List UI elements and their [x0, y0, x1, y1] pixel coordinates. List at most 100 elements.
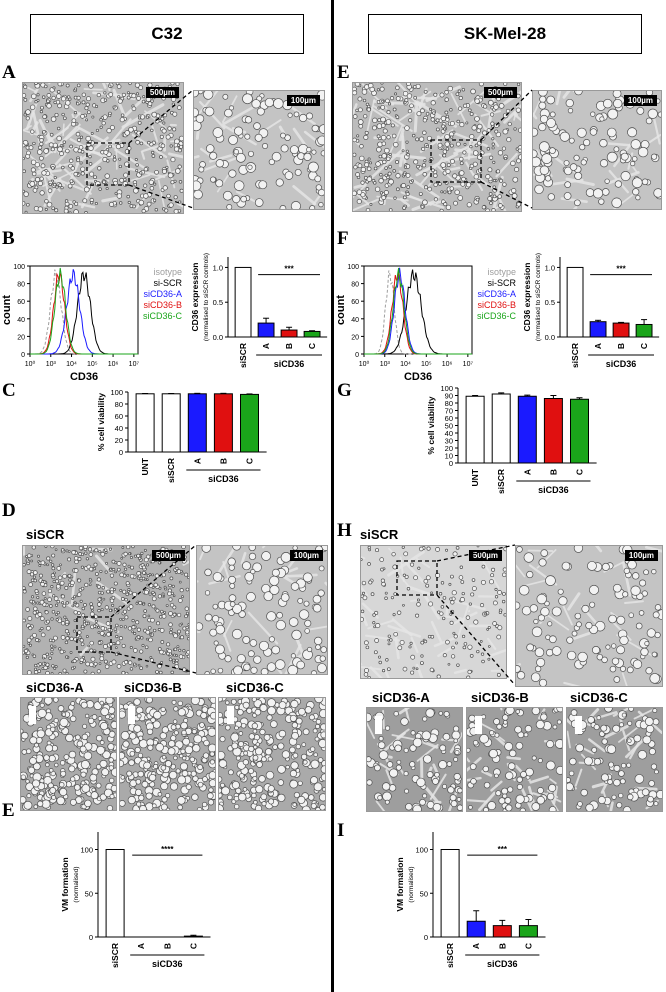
category-label: C [523, 943, 533, 949]
bar [105, 849, 125, 938]
scale-bar-label: 100µm [623, 95, 657, 106]
histogram-xlabel: CD36 [70, 371, 98, 380]
bar-chart-c32-viability: 0 20 40 60 80 100 % cell viability UNT siSCR A B Cs… [96, 388, 267, 484]
d-label-sicd36-a: siCD36-A [26, 680, 84, 695]
group-label: siCD36 [152, 959, 183, 969]
y-tick-label: 50 [85, 889, 93, 898]
y-tick-label: 30 [445, 437, 453, 446]
histogram-ylabel: count [335, 295, 347, 325]
legend-entry: siCD36-C [477, 311, 517, 321]
y-tick-label: 40 [17, 317, 25, 324]
x-tick-label: 10⁷ [129, 361, 140, 368]
y-axis-label: VM formation [395, 857, 405, 911]
histogram-frame [363, 265, 473, 355]
significance-label: **** [161, 845, 174, 854]
category-label: siSCR [445, 943, 455, 968]
histogram-skmel: 0 20 40 60 80 100 10⁰ 10³ 10⁴ 10⁵ 10⁶ 10⁷ count CD36 i… [335, 264, 517, 380]
legend-entry: siCD36-B [477, 300, 516, 310]
micrograph-c32-sicd36-a [20, 697, 117, 811]
bar [612, 322, 630, 338]
y-tick-label: 20 [17, 334, 25, 341]
y-axis-label-sub: (normalised) [73, 866, 80, 902]
bar [135, 393, 155, 453]
bar-chart-c32-vm: 0 50 100 VM formation (normalised) siSCR A B Csi… [60, 832, 211, 969]
y-tick-label: 80 [115, 400, 123, 409]
histogram-curve-1 [30, 269, 138, 355]
y-tick-label: 20 [351, 334, 359, 341]
category-label: UNT [140, 457, 150, 475]
y-axis-label: % cell viability [96, 393, 106, 451]
category-label: A [192, 458, 202, 464]
y-tick-label: 80 [351, 282, 359, 289]
micrograph-texture [197, 546, 327, 674]
y-tick-label: 40 [115, 424, 123, 433]
bar [589, 321, 607, 338]
micrograph-c32-d-zoom: 100µm [196, 545, 328, 675]
legend-entry: siCD36-A [143, 289, 182, 299]
h-panel-label-siscr: siSCR [360, 527, 399, 542]
y-tick-label: 100 [110, 388, 123, 397]
histogram-curve-2 [364, 269, 472, 355]
category-label: B [616, 343, 626, 349]
panel-letter-h: H [337, 520, 352, 541]
category-label: C [639, 343, 649, 349]
category-label: A [471, 943, 481, 949]
legend-entry: si-SCR [154, 278, 183, 288]
micrograph-skmel-sicd36-c [566, 707, 663, 812]
h-label-sicd36-a: siCD36-A [372, 690, 430, 705]
y-axis-label: VM formation [60, 857, 70, 911]
x-tick-label: 10⁶ [442, 361, 453, 368]
micrograph-texture [361, 546, 506, 678]
scale-bar [227, 706, 234, 724]
legend-entry: siCD36-A [477, 289, 516, 299]
scale-bar [29, 706, 36, 724]
h-label-sicd36-c: siCD36-C [570, 690, 628, 705]
micrograph-texture [219, 698, 325, 810]
group-label: siCD36 [487, 959, 518, 969]
scale-bar-label: 500µm [468, 550, 502, 561]
histogram-curve-2 [30, 271, 138, 355]
title-skmel28: SK-Mel-28 [368, 14, 642, 54]
panel-letter-e: E [337, 62, 350, 83]
scale-bar [475, 716, 482, 734]
histogram-plot: 0 20 40 60 80 100 10⁰ 10³ 10⁴ 10⁵ 10⁶ 10⁷ count CD36 i… [1, 264, 182, 380]
histogram-c32: 0 20 40 60 80 100 10⁰ 10³ 10⁴ 10⁵ 10⁶ 10⁷ count CD36 i… [1, 264, 182, 380]
d-label-sicd36-c: siCD36-C [226, 680, 284, 695]
histogram-curve-4 [364, 271, 472, 355]
x-tick-label: 10⁵ [421, 361, 432, 368]
y-tick-label: 1.0 [545, 263, 555, 272]
bar-chart-skmel-cd36: 0.0 0.5 1.0 CD36 expression (normalised to s… [522, 253, 660, 369]
category-label: C [188, 943, 198, 949]
x-tick-label: 10⁴ [66, 361, 77, 368]
y-axis-label: CD36 expression [522, 263, 532, 332]
micrograph-texture [120, 698, 215, 810]
y-tick-label: 0 [449, 459, 453, 468]
legend-entry: isotype [487, 267, 516, 277]
scale-bar-label: 500µm [145, 87, 179, 98]
bar [280, 329, 298, 338]
group-label: siCD36 [606, 359, 637, 369]
bar [517, 395, 537, 464]
bar-chart-plot: 0 20 40 60 80 100 % cell viability UNT siSCR A B Cs… [96, 388, 267, 484]
micrograph-texture [23, 83, 183, 213]
y-tick-label: 100 [415, 846, 428, 855]
micrograph-skmel-e-zoom: 100µm [532, 90, 662, 210]
y-axis-label-sub: (normalised to siSCR controls) [535, 253, 542, 341]
bar [570, 398, 589, 464]
y-tick-label: 40 [351, 317, 359, 324]
x-tick-label: 10⁶ [108, 361, 119, 368]
y-tick-label: 0.5 [213, 298, 223, 307]
x-tick-label: 10³ [380, 361, 391, 368]
y-tick-label: 0.5 [545, 298, 555, 307]
x-tick-label: 10⁰ [25, 360, 36, 368]
d-label-sicd36-b: siCD36-B [124, 680, 182, 695]
scale-bar-label: 100µm [289, 550, 323, 561]
panel-letter-f: F [337, 228, 349, 249]
bar [491, 393, 511, 464]
x-tick-label: 10³ [46, 361, 57, 368]
micrograph-texture [467, 708, 562, 811]
y-axis-label: CD36 expression [190, 263, 200, 332]
bar [303, 330, 321, 338]
